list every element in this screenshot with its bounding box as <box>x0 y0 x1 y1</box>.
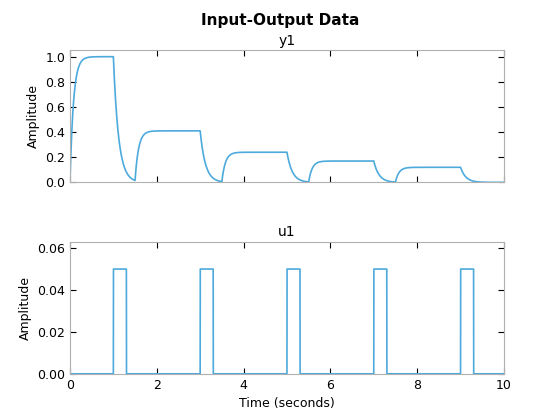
Y-axis label: Amplitude: Amplitude <box>18 276 31 340</box>
Title: u1: u1 <box>278 225 296 239</box>
X-axis label: Time (seconds): Time (seconds) <box>239 397 335 410</box>
Text: Input-Output Data: Input-Output Data <box>201 13 359 28</box>
Y-axis label: Amplitude: Amplitude <box>26 84 40 148</box>
Title: y1: y1 <box>278 34 296 48</box>
